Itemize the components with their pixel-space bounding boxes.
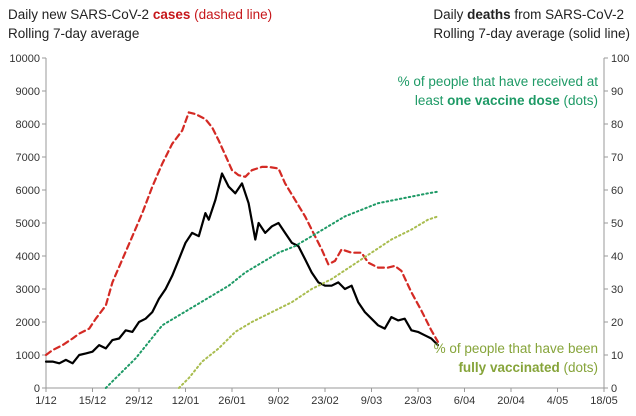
deaths-series-line — [44, 172, 439, 365]
left-y-tick-label: 4000 — [16, 251, 40, 263]
x-tick-label: 9/02 — [268, 395, 289, 407]
right-y-tick-label: 10 — [611, 350, 623, 362]
fully-vaccinated-series-line — [177, 215, 439, 389]
right-y-tick-label: 30 — [611, 284, 623, 296]
fully-annotation-line1: % of people that have been — [433, 341, 598, 356]
first-dose-annotation-bold: one vaccine dose — [447, 93, 560, 108]
fully-annotation-suffix: (dots) — [559, 360, 598, 375]
cases-series-line — [44, 111, 439, 357]
cases-title-prefix: Daily new SARS-CoV-2 — [8, 7, 153, 22]
right-y-tick-label: 50 — [611, 218, 623, 230]
x-tick-label: 6/04 — [454, 395, 475, 407]
right-y-tick-label: 70 — [611, 152, 623, 164]
x-tick-label: 23/02 — [311, 395, 339, 407]
fully-vaccinated-annotation: % of people that have been fully vaccina… — [434, 339, 598, 377]
left-y-tick-label: 5000 — [16, 218, 40, 230]
deaths-title-suffix: from SARS-CoV-2 — [510, 7, 624, 22]
x-tick-label: 18/05 — [590, 395, 618, 407]
right-axis-title: Daily deaths from SARS-CoV-2 Rolling 7-d… — [433, 5, 630, 43]
left-axis-title: Daily new SARS-CoV-2 cases (dashed line)… — [8, 5, 272, 43]
left-y-tick-label: 1000 — [16, 350, 40, 362]
first-dose-annotation-line2: least one vaccine dose (dots) — [398, 91, 598, 110]
x-tick-label: 12/01 — [172, 395, 200, 407]
cases-title-bold: cases — [152, 7, 191, 22]
left-y-tick-label: 8000 — [16, 119, 40, 131]
right-title-line2: Rolling 7-day average (solid line) — [433, 26, 630, 41]
x-tick-label: 9/03 — [361, 395, 382, 407]
left-y-tick-label: 0 — [34, 383, 40, 395]
left-y-tick-label: 3000 — [16, 284, 40, 296]
deaths-title-prefix: Daily — [433, 7, 468, 22]
left-title-line1: Daily new SARS-CoV-2 cases (dashed line) — [8, 5, 272, 24]
x-tick-label: 15/12 — [79, 395, 107, 407]
right-y-tick-label: 40 — [611, 251, 623, 263]
x-tick-label: 26/01 — [218, 395, 246, 407]
x-tick-label: 29/12 — [125, 395, 153, 407]
right-y-tick-label: 100 — [611, 53, 629, 65]
deaths-title-bold: deaths — [467, 7, 511, 22]
left-y-tick-label: 2000 — [16, 317, 40, 329]
cases-title-suffix: (dashed line) — [190, 7, 273, 22]
left-y-tick-label: 6000 — [16, 185, 40, 197]
right-title-line1: Daily deaths from SARS-CoV-2 — [433, 5, 630, 24]
left-y-tick-label: 7000 — [16, 152, 40, 164]
right-y-tick-label: 90 — [611, 86, 623, 98]
right-y-tick-label: 0 — [611, 383, 617, 395]
x-tick-label: 23/03 — [404, 395, 432, 407]
left-y-tick-label: 9000 — [16, 86, 40, 98]
first-dose-annotation-suffix: (dots) — [559, 93, 598, 108]
first-dose-series-line — [104, 190, 439, 389]
right-y-tick-label: 60 — [611, 185, 623, 197]
first-dose-annotation: % of people that have received at least … — [398, 72, 598, 110]
first-dose-annotation-line1: % of people that have received at — [397, 74, 598, 89]
fully-annotation-bold: fully vaccinated — [458, 360, 560, 375]
fully-annotation-line2: fully vaccinated (dots) — [434, 358, 598, 377]
x-tick-label: 20/04 — [497, 395, 525, 407]
x-tick-label: 4/05 — [547, 395, 568, 407]
x-tick-label: 1/12 — [35, 395, 56, 407]
first-dose-annotation-prefix: least — [414, 93, 448, 108]
left-title-line2: Rolling 7-day average — [8, 26, 140, 41]
left-y-tick-label: 10000 — [9, 53, 40, 65]
right-y-tick-label: 80 — [611, 119, 623, 131]
right-y-tick-label: 20 — [611, 317, 623, 329]
